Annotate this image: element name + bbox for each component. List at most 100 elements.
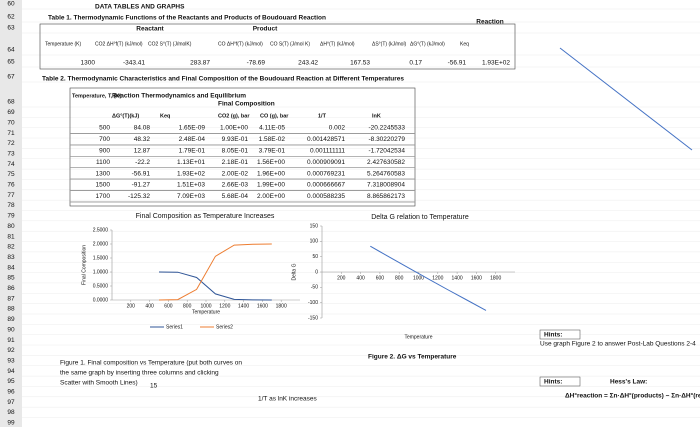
row-number: 67 — [7, 74, 15, 81]
x-tick-label: 800 — [395, 275, 404, 281]
table2-cell: 2.00E-02 — [222, 170, 249, 177]
row-number: 80 — [7, 223, 15, 230]
row-number: 98 — [7, 409, 15, 416]
hints-text: Use graph Figure 2 to answer Post-Lab Qu… — [540, 341, 696, 348]
row-number: 70 — [7, 119, 15, 126]
row-number: 92 — [7, 347, 15, 354]
x-tick-label: 600 — [164, 303, 173, 309]
table2-cell: 12.87 — [134, 148, 151, 155]
y-tick-label: 0 — [315, 269, 318, 275]
table2-cell: 500 — [99, 125, 110, 132]
cell-grid — [22, 8, 700, 418]
table1-cell: -343.41 — [123, 60, 145, 67]
table1-cell: -78.69 — [247, 60, 266, 67]
row-number: 77 — [7, 192, 15, 199]
x-axis-title: Temperature — [404, 334, 432, 340]
table1-cell: 283.87 — [190, 60, 210, 67]
x-tick-label: 1000 — [413, 275, 424, 281]
table2-cell: 7.09E+03 — [177, 193, 205, 200]
table2-cell: 5.68E-04 — [222, 193, 249, 200]
y-tick-label: 2.0000 — [93, 241, 109, 247]
table2-header: ΔG°(T)(kJ) — [112, 113, 139, 119]
x-tick-label: 200 — [127, 303, 136, 309]
table1-header: Keq — [460, 41, 469, 47]
row-number: 97 — [7, 399, 15, 406]
table2-cell: 7.318008904 — [367, 182, 405, 189]
y-tick-label: 150 — [310, 223, 319, 229]
table2-cell: 0.000666667 — [307, 182, 345, 189]
table2-cell: 1.56E+00 — [257, 159, 285, 166]
row-header-bar — [0, 0, 22, 427]
table1-header: CO S(T) (J/mol K) — [270, 41, 310, 47]
table2-cell: 1300 — [96, 170, 111, 177]
table2-cell: -125.32 — [128, 193, 150, 200]
row-number: 71 — [7, 130, 15, 137]
table1-cell: 167.53 — [350, 60, 370, 67]
row-number: 64 — [7, 47, 15, 54]
y-axis-title: Final Composition — [81, 245, 87, 285]
table2-cell: 2.66E-03 — [222, 182, 249, 189]
row-number: 74 — [7, 161, 15, 168]
table2-cell: 1.99E+00 — [257, 182, 285, 189]
row-number: 89 — [7, 316, 15, 323]
y-tick-label: -50 — [311, 285, 318, 291]
y-tick-label: 50 — [312, 254, 318, 260]
hints-label: Hints: — [544, 379, 562, 386]
row-number: 91 — [7, 337, 15, 344]
table2-title: Table 2. Thermodynamic Characteristics a… — [42, 76, 404, 83]
table2-cell: 700 — [99, 136, 110, 143]
row-number: 93 — [7, 357, 15, 364]
row-number: 72 — [7, 140, 15, 147]
series-line — [158, 271, 272, 301]
table1-header: CO2 ΔH°f(T) (kJ/mol) — [95, 41, 143, 47]
table2-cell: 1.93E+02 — [177, 170, 205, 177]
figure2-caption: Figure 2. ΔG vs Temperature — [368, 354, 457, 361]
table2-cell: 4.11E-05 — [259, 125, 285, 132]
row-number: 60 — [7, 1, 15, 8]
row-number: 83 — [7, 254, 15, 261]
table2-border — [69, 87, 416, 207]
hess-formula: ΔH°reaction = Σn·ΔH°(products) − Σn·ΔH°(… — [565, 392, 700, 400]
figure1-caption: Scatter with Smooth Lines) — [60, 380, 138, 387]
y-tick-label: 2.5000 — [93, 227, 109, 233]
x-tick-label: 1400 — [238, 303, 249, 309]
table2-cell: -22.2 — [135, 159, 150, 166]
table2-header: Temperature, T, (K) — [72, 93, 122, 99]
table2-cell: 2.48E-04 — [179, 136, 206, 143]
table2-cell: 0.001111111 — [310, 148, 345, 155]
table1-header: CO ΔH°f(T) (kJ/mol) — [218, 41, 263, 47]
row-number: 95 — [7, 378, 15, 385]
row-number: 68 — [7, 99, 15, 106]
table2-header: 1/T — [318, 113, 327, 119]
table2-cell: 1.51E+03 — [177, 182, 205, 189]
figure1-caption: Figure 1. Final composition vs Temperatu… — [60, 360, 242, 367]
y-tick-label: 0.5000 — [93, 283, 109, 289]
partial-chart-line — [559, 47, 693, 151]
table1-group: Reaction — [476, 19, 503, 26]
table2-cell: 8.865862173 — [367, 193, 405, 200]
trend-note: 1/T as lnK increases — [258, 396, 318, 403]
legend-label: Series2 — [216, 324, 233, 330]
hints-label: Hints: — [544, 332, 562, 339]
row-number: 69 — [7, 109, 15, 116]
table2-cell: 1.13E+01 — [177, 159, 205, 166]
table2-cell: 48.32 — [134, 136, 151, 143]
row-number: 75 — [7, 171, 15, 178]
table2-cell: 0.000909091 — [307, 159, 345, 166]
row-number: 90 — [7, 326, 15, 333]
table1-cell: 1300 — [81, 60, 96, 67]
table2-cell: 1700 — [96, 193, 111, 200]
table1-header: ΔG°(T) (kJ/mol) — [410, 41, 445, 47]
table1-border — [39, 23, 516, 70]
y-tick-label: -150 — [308, 315, 318, 321]
row-number: 82 — [7, 244, 15, 251]
table2-cell: 84.08 — [134, 125, 151, 132]
table1-header: CO2 S°(T) (J/molK) — [148, 41, 192, 47]
x-tick-label: 600 — [376, 275, 385, 281]
hess-label: Hess's Law: — [610, 379, 647, 386]
legend-label: Series1 — [166, 324, 183, 330]
x-tick-label: 1200 — [219, 303, 230, 309]
table2-cell: 1100 — [96, 159, 110, 166]
table2-cell: 9.93E-01 — [222, 136, 249, 143]
table2-cell: 3.79E-01 — [259, 148, 286, 155]
